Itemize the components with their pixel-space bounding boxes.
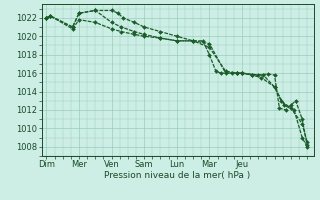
X-axis label: Pression niveau de la mer( hPa ): Pression niveau de la mer( hPa ) — [104, 171, 251, 180]
